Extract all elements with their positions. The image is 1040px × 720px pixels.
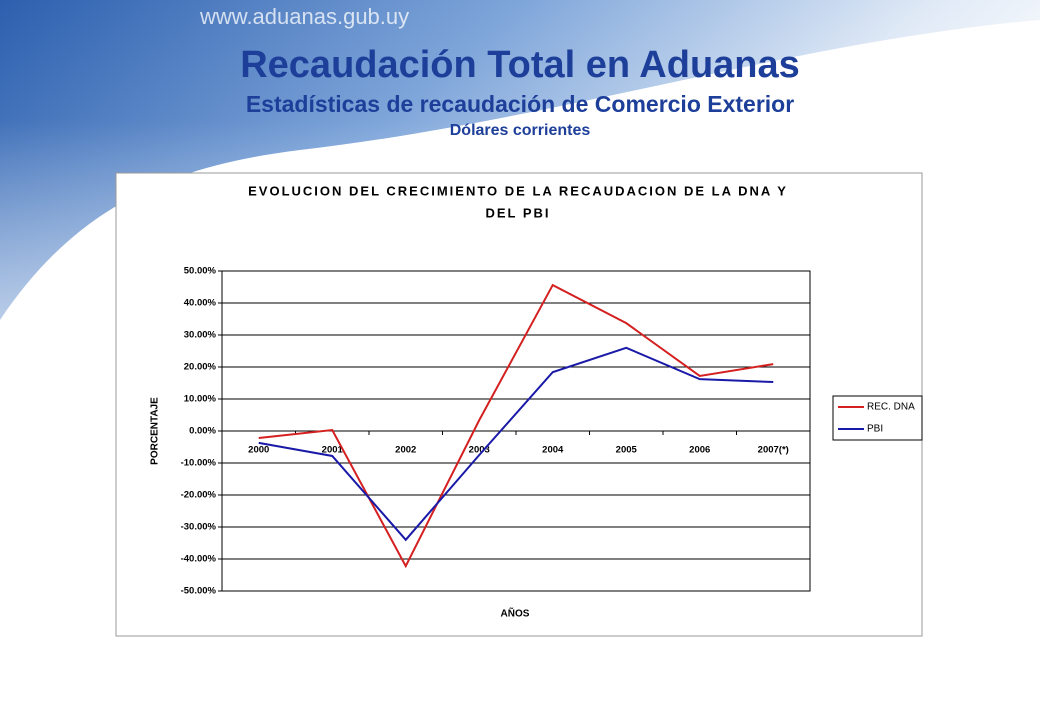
series-line	[258, 283, 774, 569]
website: www.aduanas.gub.uy	[199, 4, 409, 29]
x-tick-label: 2003	[469, 445, 490, 456]
slide-subtitle: Estadísticas de recaudación de Comercio …	[246, 91, 794, 117]
legend-label: PBI	[867, 424, 883, 435]
y-axis-label: PORCENTAJE	[150, 397, 161, 465]
y-tick-label: -10.00%	[181, 458, 217, 469]
chart-title: EVOLUCION DEL CRECIMIENTO DE LA RECAUDAC…	[248, 183, 788, 198]
y-tick-label: -20.00%	[181, 490, 217, 501]
x-tick-label: 2006	[689, 445, 710, 456]
chart-frame	[115, 172, 923, 637]
chart-title: DEL PBI	[485, 205, 550, 220]
header-background	[0, 0, 1040, 320]
y-tick-label: -30.00%	[181, 522, 217, 533]
x-tick-label: 2004	[542, 445, 564, 456]
slide-note: Dólares corrientes	[450, 122, 591, 139]
series-line	[258, 346, 774, 542]
x-tick-label: 2002	[395, 445, 416, 456]
legend-label: REC. DNA	[867, 402, 915, 413]
x-tick-label: 2005	[616, 445, 638, 456]
x-tick-label: 2000	[248, 445, 269, 456]
y-tick-label: 20.00%	[184, 362, 217, 373]
y-tick-label: 40.00%	[184, 298, 217, 309]
x-axis-label: AÑOS	[501, 607, 530, 620]
y-tick-label: 30.00%	[184, 330, 217, 341]
x-tick-label: 2001	[322, 445, 344, 456]
y-tick-label: -40.00%	[181, 554, 217, 565]
y-tick-label: 0.00%	[189, 426, 216, 437]
slide-title: Recaudación Total en Aduanas	[240, 44, 800, 86]
legend-box	[832, 395, 923, 441]
y-tick-label: 10.00%	[184, 394, 217, 405]
y-tick-label: -50.00%	[181, 586, 217, 597]
x-tick-label: 2007(*)	[758, 445, 789, 456]
y-tick-label: 50.00%	[184, 266, 217, 277]
